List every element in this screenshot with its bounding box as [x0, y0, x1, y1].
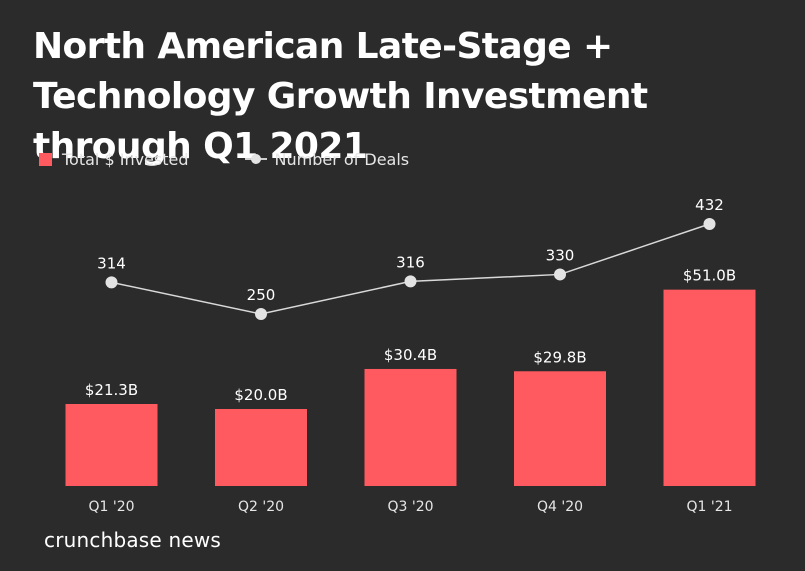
x-tick-label-3: Q3 '20: [387, 499, 433, 515]
brand-logo: crunchbase news: [44, 528, 222, 552]
legend: Total $ Invested Number of Deals: [39, 148, 409, 170]
deals-point-3: [404, 275, 417, 288]
legend-label-number-of-deals: Number of Deals: [274, 149, 410, 169]
bar-value-label-2: $20.0B: [234, 386, 287, 404]
bar-4: [514, 371, 606, 486]
bar-3: [364, 368, 457, 486]
x-tick-label-4: Q4 '20: [537, 499, 583, 515]
legend-item-number-of-deals: Number of Deals: [189, 149, 410, 169]
legend-label-total-invested: Total $ Invested: [62, 149, 189, 169]
x-tick-label-2: Q2 '20: [238, 499, 284, 515]
bar-value-label-1: $21.3B: [85, 381, 138, 399]
legend-item-total-invested: Total $ Invested: [39, 150, 189, 169]
deals-point-1: [105, 276, 118, 289]
legend-swatch-bar: [39, 152, 52, 166]
x-tick-label-1: Q1 '20: [88, 499, 134, 515]
deals-point-2: [255, 308, 267, 320]
deals-value-label-4: 330: [546, 246, 575, 264]
bar-5: [663, 289, 756, 486]
deals-point-4: [554, 268, 566, 281]
chart-title: North American Late-Stage + Technology G…: [33, 26, 648, 167]
deals-value-label-5: 432: [695, 196, 724, 214]
x-tick-label-5: Q1 '21: [686, 499, 732, 515]
bar-1: [65, 403, 158, 486]
legend-marker-line: [244, 152, 267, 166]
bar-value-label-3: $30.4B: [384, 346, 437, 364]
deals-value-label-1: 314: [97, 254, 126, 272]
bar-2: [215, 409, 307, 486]
deals-value-label-2: 250: [247, 286, 276, 304]
bar-value-label-4: $29.8B: [533, 348, 586, 366]
deals-point-5: [703, 218, 716, 230]
bar-value-label-5: $51.0B: [683, 267, 736, 285]
deals-value-label-3: 316: [396, 253, 425, 271]
